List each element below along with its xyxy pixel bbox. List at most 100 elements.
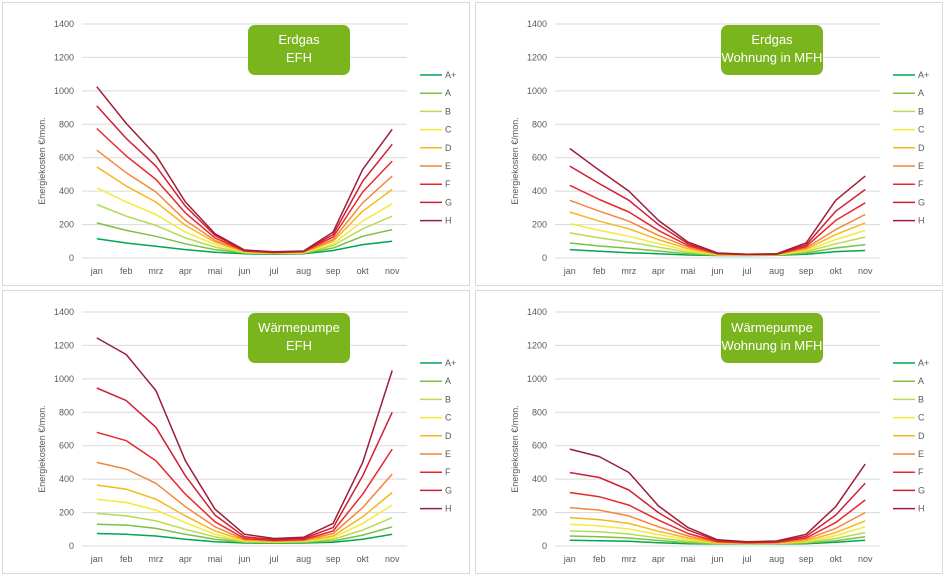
x-tick-label: jul xyxy=(742,554,752,564)
y-tick-label: 1400 xyxy=(54,19,74,29)
chart-frame xyxy=(475,290,943,574)
legend-entry: B xyxy=(445,106,451,116)
x-tick-label: jan xyxy=(90,266,103,276)
legend-entry: H xyxy=(445,504,452,514)
y-tick-label: 1400 xyxy=(527,19,547,29)
y-tick-label: 1200 xyxy=(527,340,547,350)
chart-panel-erdgas-mfh: 0 200 400 600 800 1000 1200 1400 jan feb mrz apr mai… xyxy=(475,2,943,286)
y-tick-label: 0 xyxy=(69,253,74,263)
x-tick-label: mrz xyxy=(148,266,163,276)
y-tick-label: 1000 xyxy=(54,86,74,96)
chart-title-box xyxy=(248,25,350,75)
x-tick-label: jun xyxy=(710,554,723,564)
legend-entry: H xyxy=(918,216,925,226)
chart-title-line: Wohnung in MFH xyxy=(722,338,823,353)
legend-entry: C xyxy=(918,125,925,135)
legend-entry: B xyxy=(445,394,451,404)
legend-entry: C xyxy=(445,413,452,423)
legend-entry: H xyxy=(445,216,452,226)
legend-entry: E xyxy=(918,449,924,459)
legend-entry: C xyxy=(918,413,925,423)
x-tick-label: jun xyxy=(710,266,723,276)
chart-frame xyxy=(475,2,943,286)
legend-entry: F xyxy=(918,467,924,477)
legend-entry: A xyxy=(445,88,451,98)
y-tick-label: 1200 xyxy=(54,52,74,62)
chart-title-box xyxy=(721,313,823,363)
line-chart: 0 200 400 600 800 1000 1200 1400 jan feb mrz apr mai… xyxy=(2,290,470,574)
legend-entry: E xyxy=(445,449,451,459)
x-tick-label: mrz xyxy=(621,554,636,564)
x-tick-label: jun xyxy=(237,554,250,564)
x-tick-label: jan xyxy=(563,554,576,564)
y-tick-label: 1000 xyxy=(54,374,74,384)
y-tick-label: 200 xyxy=(59,508,74,518)
y-tick-label: 1200 xyxy=(527,52,547,62)
chart-title-box xyxy=(721,25,823,75)
x-tick-label: okt xyxy=(357,554,370,564)
x-tick-label: sep xyxy=(326,266,341,276)
x-tick-label: sep xyxy=(326,554,341,564)
x-tick-label: nov xyxy=(385,554,400,564)
legend-entry: B xyxy=(918,106,924,116)
series-line-g xyxy=(96,387,393,541)
legend-entry: G xyxy=(918,197,925,207)
chart-title-line: EFH xyxy=(286,50,312,65)
chart-title-line: Erdgas xyxy=(278,32,320,47)
x-tick-label: apr xyxy=(652,554,665,564)
series-line-h xyxy=(569,448,866,543)
y-tick-label: 1000 xyxy=(527,86,547,96)
x-tick-label: nov xyxy=(858,266,873,276)
legend-entry: D xyxy=(445,431,452,441)
y-tick-label: 600 xyxy=(532,441,547,451)
chart-title-line: Wärmepumpe xyxy=(258,320,340,335)
x-tick-label: okt xyxy=(830,554,843,564)
line-chart: 0 200 400 600 800 1000 1200 1400 jan feb mrz apr mai… xyxy=(2,2,470,286)
y-tick-label: 800 xyxy=(532,119,547,129)
y-tick-label: 1400 xyxy=(54,307,74,317)
line-chart: 0 200 400 600 800 1000 1200 1400 jan feb mrz apr mai… xyxy=(475,290,943,574)
x-tick-label: feb xyxy=(120,266,133,276)
y-tick-label: 400 xyxy=(532,474,547,484)
series-line-e xyxy=(96,461,393,542)
x-tick-label: aug xyxy=(769,266,784,276)
legend-entry: C xyxy=(445,125,452,135)
series-line-f xyxy=(96,431,393,542)
y-tick-label: 400 xyxy=(59,474,74,484)
x-tick-label: mai xyxy=(208,554,223,564)
y-tick-label: 400 xyxy=(59,186,74,196)
y-tick-label: 200 xyxy=(59,220,74,230)
x-tick-label: aug xyxy=(296,266,311,276)
y-tick-label: 800 xyxy=(59,119,74,129)
x-tick-label: apr xyxy=(652,266,665,276)
chart-panel-erdgas-efh: 0 200 400 600 800 1000 1200 1400 jan feb mrz apr mai… xyxy=(2,2,470,286)
y-axis-label: Energiekosten €/mon. xyxy=(510,405,520,493)
legend-entry: F xyxy=(445,467,451,477)
x-tick-label: okt xyxy=(357,266,370,276)
legend-entry: A+ xyxy=(918,70,929,80)
x-tick-label: okt xyxy=(830,266,843,276)
chart-panel-waermepumpe-efh: 0 200 400 600 800 1000 1200 1400 jan feb mrz apr mai… xyxy=(2,290,470,574)
legend-entry: A+ xyxy=(445,358,456,368)
chart-title-line: Wärmepumpe xyxy=(731,320,813,335)
x-tick-label: feb xyxy=(593,554,606,564)
x-tick-label: jul xyxy=(269,266,279,276)
y-axis-label: Energiekosten €/mon. xyxy=(37,405,47,493)
series-line-h xyxy=(569,147,866,255)
x-tick-label: aug xyxy=(296,554,311,564)
x-tick-label: aug xyxy=(769,554,784,564)
y-tick-label: 0 xyxy=(542,253,547,263)
legend-entry: G xyxy=(445,485,452,495)
series-line-f xyxy=(569,491,866,544)
legend-entry: E xyxy=(918,161,924,171)
legend-entry: F xyxy=(918,179,924,189)
y-tick-label: 600 xyxy=(59,441,74,451)
legend-entry: A+ xyxy=(918,358,929,368)
y-tick-label: 800 xyxy=(532,407,547,417)
x-tick-label: apr xyxy=(179,554,192,564)
y-tick-label: 1200 xyxy=(54,340,74,350)
legend-entry: A xyxy=(918,376,924,386)
y-axis-label: Energiekosten €/mon. xyxy=(510,117,520,205)
x-tick-label: jun xyxy=(237,266,250,276)
chart-title-box xyxy=(248,313,350,363)
